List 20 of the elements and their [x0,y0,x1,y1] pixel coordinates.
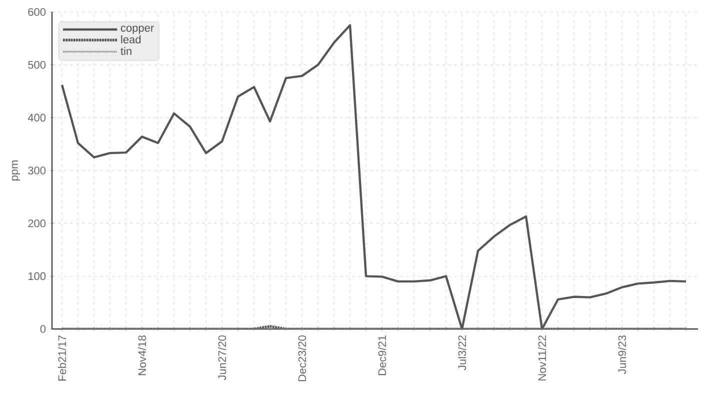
x-tick-label: Jul3/22 [458,336,466,370]
y-tick-label: 400 [28,114,46,122]
y-axis-title: ppm [12,160,20,180]
x-tick-label: Jun9/23 [618,335,626,374]
legend-label: lead [121,35,141,44]
legend-label: tin [120,46,132,55]
x-tick-label: Dec9/21 [378,336,386,376]
y-tick-label: 600 [28,8,46,16]
legend-label: copper [120,26,154,34]
y-tick-label: 500 [28,60,46,69]
x-tick-label: Jun27/20 [218,335,226,380]
y-tick-label: 0 [40,325,46,333]
x-tick-label: Nov4/18 [138,335,146,376]
x-tick-label: Feb21/17 [58,336,66,381]
y-tick-label: 100 [28,272,46,280]
line-series [60,24,688,329]
x-tick-label: Nov11/22 [538,336,546,380]
y-tick-label: 200 [28,219,46,228]
y-tick-label: 300 [28,166,46,174]
x-tick-label: Dec23/20 [298,335,306,382]
